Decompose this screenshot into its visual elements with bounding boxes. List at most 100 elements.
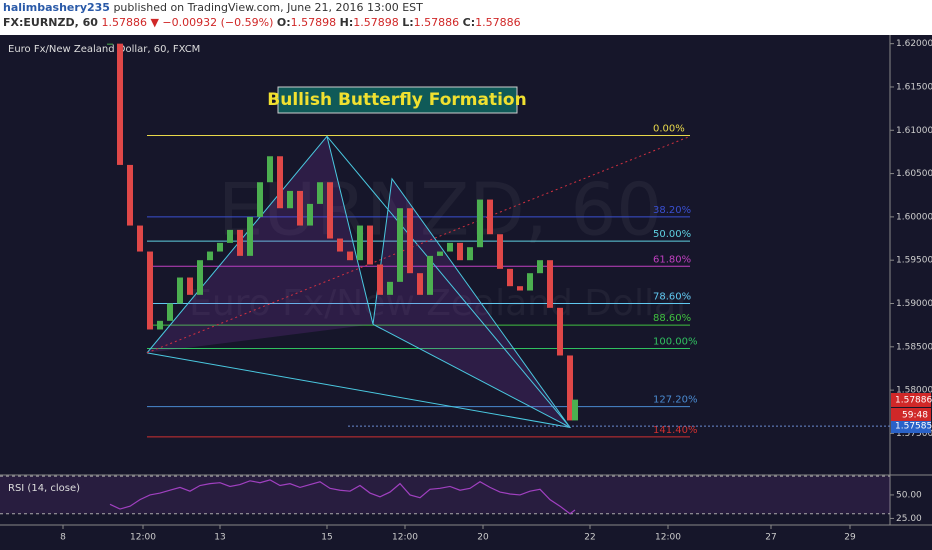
pattern-fill: [147, 136, 373, 353]
y-tick-label: 1.62000: [896, 39, 932, 49]
symbol: FX:EURNZD, 60: [3, 16, 98, 29]
rsi-line: [109, 479, 576, 515]
countdown-box: [891, 407, 931, 421]
candle: [517, 286, 523, 291]
publish-line: halimbashery235 published on TradingView…: [3, 0, 932, 15]
fib-label: 61.80%: [653, 254, 691, 265]
fib-label: 78.60%: [653, 292, 691, 303]
candle: [477, 199, 483, 248]
rsi-tick-label: 50.00: [896, 490, 922, 500]
ohlc-label: L:: [402, 16, 414, 29]
change: ▼ −0.00932 (−0.59%): [150, 16, 274, 29]
candle: [277, 156, 283, 209]
y-tick-label: 1.61000: [896, 126, 932, 136]
candle: [217, 242, 223, 252]
candle: [497, 234, 503, 269]
y-tick-label: 1.58000: [896, 386, 932, 396]
fib-label: 50.00%: [653, 229, 691, 240]
candle: [357, 225, 363, 261]
x-tick-label: 12:00: [655, 533, 681, 543]
chart: EURNZD, 60Euro Fx/New Zealand Dollar1.57…: [0, 35, 932, 550]
y-tick-label: 1.61500: [896, 82, 932, 92]
x-tick-label: 15: [321, 533, 332, 543]
candle: [447, 242, 453, 252]
candle: [287, 190, 293, 209]
countdown: 59:48: [902, 410, 928, 420]
candle: [237, 229, 243, 256]
candle: [572, 399, 578, 421]
candle: [407, 208, 413, 274]
x-tick-label: 8: [60, 533, 66, 543]
ohlc-value: 1.57898: [290, 16, 337, 29]
candle: [367, 225, 373, 265]
candle: [397, 208, 403, 282]
candle: [157, 320, 163, 330]
candle: [267, 156, 273, 183]
pattern-line: [146, 135, 572, 429]
price-label-box: [891, 392, 931, 407]
candle: [427, 255, 433, 295]
y-tick-label: 1.60500: [896, 169, 932, 179]
candle: [437, 251, 443, 256]
candle: [117, 43, 123, 165]
ohlc-value: 1.57886: [475, 16, 521, 29]
candle: [227, 229, 233, 243]
price-label: 1.57886: [895, 395, 932, 405]
candle: [557, 307, 563, 356]
candle: [207, 251, 213, 261]
candle: [307, 203, 313, 226]
ohlc-value: 1.57886: [413, 16, 460, 29]
pattern-fill: [373, 178, 570, 428]
candle: [177, 277, 183, 304]
candle: [257, 182, 263, 217]
candle: [317, 182, 323, 204]
x-tick-label: 22: [584, 533, 595, 543]
candle: [347, 251, 353, 261]
watermark: EURNZD, 60: [218, 168, 662, 252]
fib-label: 0.00%: [653, 123, 685, 134]
x-tick-label: 13: [214, 533, 225, 543]
candle: [147, 251, 153, 330]
y-tick-label: 1.59500: [896, 256, 932, 266]
fib-label: 127.20%: [653, 395, 698, 406]
candle: [527, 273, 533, 291]
x-tick-label: 29: [844, 533, 856, 543]
price-label-box: [891, 419, 931, 434]
candle: [387, 281, 393, 295]
ohlc-value: 1.57898: [353, 16, 399, 29]
rsi-label: RSI (14, close): [8, 483, 80, 494]
candle: [567, 355, 573, 421]
candle: [247, 216, 253, 256]
candle: [327, 182, 333, 239]
ohlc-label: H:: [339, 16, 354, 29]
candle: [467, 247, 473, 261]
author[interactable]: halimbashery235: [3, 1, 110, 14]
title-box: [277, 86, 518, 114]
y-tick-label: 1.60000: [896, 212, 932, 222]
x-tick-label: 12:00: [392, 533, 418, 543]
candle: [197, 260, 203, 295]
candle: [337, 238, 343, 252]
candle: [127, 164, 133, 226]
fib-label: 100.00%: [653, 337, 698, 348]
fib-label: 38.20%: [653, 205, 691, 216]
candle: [507, 268, 513, 287]
fib-label: 141.40%: [653, 425, 698, 436]
y-tick-label: 1.58500: [896, 342, 932, 352]
x-tick-label: 27: [765, 533, 776, 543]
candle: [297, 190, 303, 226]
candle: [457, 242, 463, 261]
ticker-line: FX:EURNZD, 60 1.57886 ▼ −0.00932 (−0.59%…: [3, 15, 932, 30]
y-tick-label: 1.59000: [896, 299, 932, 309]
chart-title: Bullish Butterfly Formation: [267, 90, 526, 110]
ohlc-label: C:: [462, 16, 476, 29]
rsi-tick-label: 25.00: [896, 514, 922, 524]
y-tick-label: 1.57500: [896, 429, 932, 439]
candle: [417, 273, 423, 295]
candle: [547, 260, 553, 308]
candle: [137, 225, 143, 252]
price-label: 1.57585: [895, 422, 932, 432]
published: published on TradingView.com, June 21, 2…: [113, 1, 423, 14]
candle: [187, 277, 193, 295]
